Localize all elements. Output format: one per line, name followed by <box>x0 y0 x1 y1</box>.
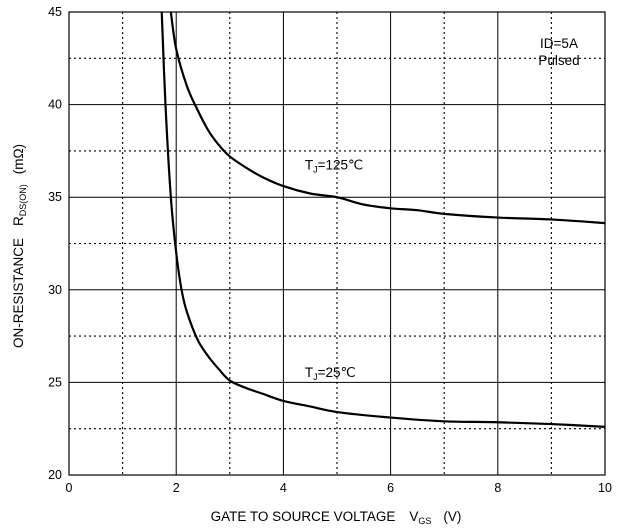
y-tick-label: 25 <box>48 375 62 389</box>
y-axis-title: ON-RESISTANCE <box>11 238 26 348</box>
series-label-0: TJ=125℃ <box>305 157 363 174</box>
series-label-suffix: =25℃ <box>318 365 356 380</box>
annotation-line-1: ID=5A <box>540 36 578 51</box>
series-label-prefix: T <box>305 365 313 380</box>
x-tick-label: 0 <box>66 481 73 495</box>
series-label-sub: J <box>313 372 318 382</box>
y-axis-unit: (mΩ) <box>11 144 26 174</box>
series-line-1 <box>160 12 605 428</box>
y-tick-label: 45 <box>48 5 62 19</box>
y-tick-label: 30 <box>48 283 62 297</box>
y-axis-symbol: R <box>11 216 26 226</box>
plot-frame <box>68 11 606 476</box>
series-label-suffix: =125℃ <box>318 157 364 172</box>
x-tick-label: 2 <box>173 481 180 495</box>
x-axis-unit: (V) <box>443 509 461 524</box>
series-lines <box>160 12 605 428</box>
series-label-prefix: T <box>305 157 313 172</box>
x-tick-label: 4 <box>280 481 287 495</box>
grid <box>69 12 605 475</box>
tick-labels: 0 2 4 6 8 10 20 25 30 35 40 45 <box>48 5 612 495</box>
series-label-1: TJ=25℃ <box>305 365 356 382</box>
series-label-sub: J <box>313 164 318 174</box>
x-tick-label: 6 <box>387 481 394 495</box>
x-axis-symbol: V <box>409 509 418 524</box>
x-tick-label: 10 <box>598 481 612 495</box>
x-axis-symbol-sub: GS <box>418 516 431 526</box>
series-line-0 <box>169 12 605 225</box>
annotation-line-2: Pulsed <box>538 53 579 68</box>
y-axis-symbol-sub: DS(ON) <box>18 184 28 216</box>
x-axis-title: GATE TO SOURCE VOLTAGE <box>211 509 396 524</box>
x-axis-label: GATE TO SOURCE VOLTAGE VGS (V) <box>211 509 462 526</box>
y-tick-label: 35 <box>48 190 62 204</box>
series-labels: TJ=125℃TJ=25℃ <box>305 157 363 381</box>
y-axis-label: ON-RESISTANCE RDS(ON) (mΩ) <box>11 144 28 348</box>
x-tick-label: 8 <box>494 481 501 495</box>
y-tick-label: 40 <box>48 98 62 112</box>
y-tick-label: 20 <box>48 468 62 482</box>
